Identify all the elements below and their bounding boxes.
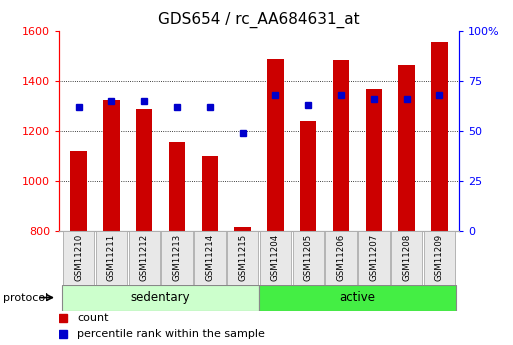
Bar — [399, 65, 415, 231]
Text: GSM11207: GSM11207 — [369, 234, 379, 281]
Bar — [358, 231, 389, 285]
Text: GSM11206: GSM11206 — [337, 234, 346, 281]
Text: GSM11215: GSM11215 — [238, 234, 247, 281]
Bar — [136, 109, 152, 231]
Bar — [169, 141, 185, 231]
Bar — [391, 231, 422, 285]
Bar — [267, 59, 284, 231]
Bar — [103, 100, 120, 231]
Bar — [234, 227, 251, 231]
Text: GSM11214: GSM11214 — [205, 234, 214, 281]
Bar — [70, 151, 87, 231]
Bar — [259, 285, 456, 310]
Text: GSM11209: GSM11209 — [435, 234, 444, 281]
Text: GSM11213: GSM11213 — [172, 234, 182, 281]
Bar — [300, 121, 317, 231]
Bar — [129, 231, 160, 285]
Text: GSM11205: GSM11205 — [304, 234, 313, 281]
Text: GSM11208: GSM11208 — [402, 234, 411, 281]
Text: count: count — [77, 313, 109, 323]
Text: sedentary: sedentary — [131, 291, 190, 304]
Title: GDS654 / rc_AA684631_at: GDS654 / rc_AA684631_at — [158, 12, 360, 28]
Bar — [96, 231, 127, 285]
Bar — [431, 42, 448, 231]
Bar — [62, 285, 259, 310]
Bar — [366, 89, 382, 231]
Text: protocol: protocol — [3, 293, 48, 303]
Bar — [325, 231, 357, 285]
Bar — [63, 231, 94, 285]
Text: percentile rank within the sample: percentile rank within the sample — [77, 329, 265, 339]
Text: active: active — [340, 291, 376, 304]
Bar — [292, 231, 324, 285]
Bar — [260, 231, 291, 285]
Text: GSM11210: GSM11210 — [74, 234, 83, 281]
Text: GSM11212: GSM11212 — [140, 234, 149, 281]
Bar — [424, 231, 455, 285]
Bar — [161, 231, 193, 285]
Bar — [333, 60, 349, 231]
Bar — [202, 156, 218, 231]
Bar — [227, 231, 259, 285]
Bar — [194, 231, 226, 285]
Text: GSM11204: GSM11204 — [271, 234, 280, 281]
Text: GSM11211: GSM11211 — [107, 234, 116, 281]
